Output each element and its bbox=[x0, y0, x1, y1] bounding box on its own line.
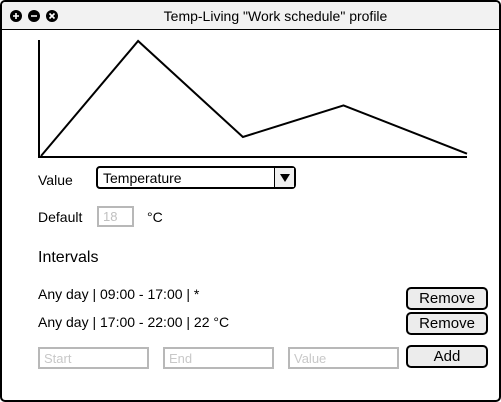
start-input[interactable] bbox=[38, 347, 149, 369]
value-select[interactable]: Temperature bbox=[96, 166, 296, 189]
default-unit: °C bbox=[147, 209, 163, 225]
add-interval-button[interactable]: Add bbox=[406, 345, 488, 368]
default-label: Default bbox=[38, 209, 83, 225]
default-input[interactable] bbox=[97, 206, 134, 227]
window-title: Temp-Living "Work schedule" profile bbox=[163, 8, 388, 24]
maximize-icon[interactable] bbox=[10, 10, 22, 22]
interval-row-2: Any day | 17:00 - 22:00 | 22 °C bbox=[38, 314, 230, 330]
minimize-icon[interactable] bbox=[28, 10, 40, 22]
dropdown-arrow-icon[interactable] bbox=[274, 168, 294, 187]
title-bar: Temp-Living "Work schedule" profile bbox=[2, 2, 499, 30]
value-label: Value bbox=[38, 172, 73, 188]
value-select-text: Temperature bbox=[103, 170, 182, 186]
graph-axes bbox=[38, 40, 467, 158]
close-icon[interactable] bbox=[46, 10, 58, 22]
intervals-heading: Intervals bbox=[38, 249, 99, 266]
graph-line bbox=[40, 39, 468, 157]
value-input[interactable] bbox=[288, 347, 399, 369]
end-input[interactable] bbox=[163, 347, 274, 369]
interval-row-1: Any day | 09:00 - 17:00 | * bbox=[38, 286, 200, 302]
remove-interval-2-button[interactable]: Remove bbox=[406, 312, 488, 335]
remove-interval-1-button[interactable]: Remove bbox=[406, 287, 488, 310]
